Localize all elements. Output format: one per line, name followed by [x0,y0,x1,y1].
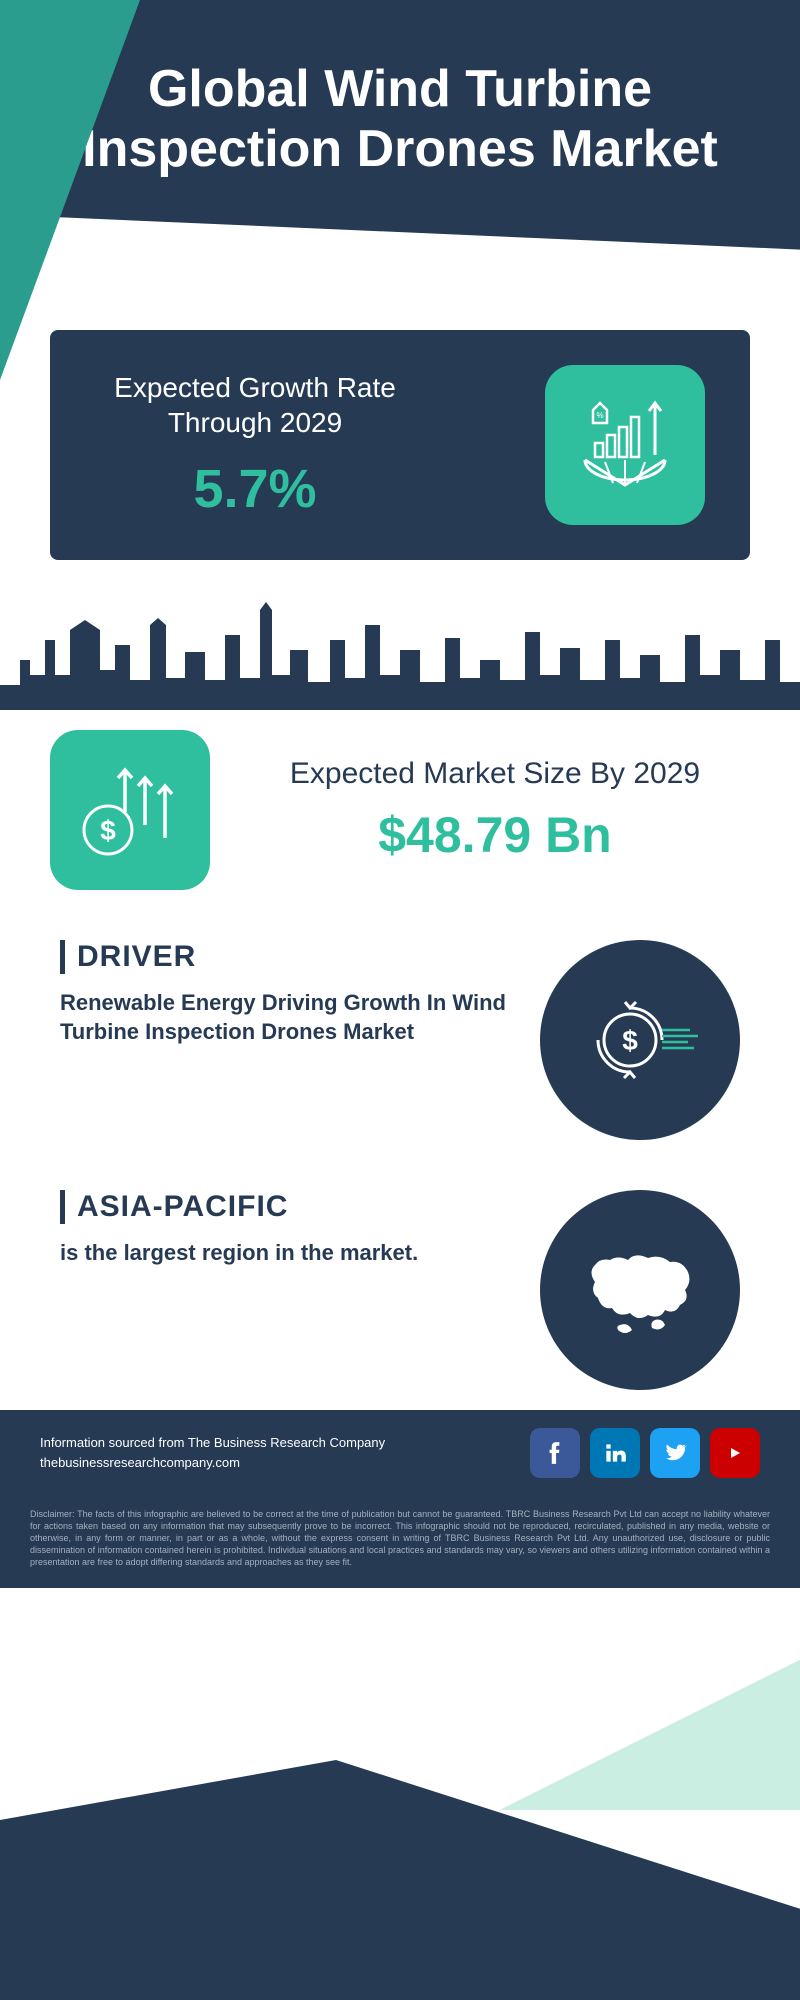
market-size-value: $48.79 Bn [240,806,750,864]
globe-chart-up-icon: % [545,365,705,525]
source-line-1: Information sourced from The Business Re… [40,1433,520,1453]
source-info: Information sourced from The Business Re… [40,1433,520,1472]
region-body: is the largest region in the market. [60,1238,510,1268]
page-title: Global Wind Turbine Inspection Drones Ma… [40,60,760,180]
driver-text: DRIVER Renewable Energy Driving Growth I… [60,940,510,1047]
region-text: ASIA-PACIFIC is the largest region in th… [60,1190,510,1268]
footer-bar: Information sourced from The Business Re… [0,1410,800,1498]
decorative-triangle-top-left [0,0,140,380]
driver-section: DRIVER Renewable Energy Driving Growth I… [0,910,800,1160]
region-section: ASIA-PACIFIC is the largest region in th… [0,1160,800,1410]
decorative-triangle-bottom [500,1660,800,1810]
region-heading: ASIA-PACIFIC [60,1190,510,1224]
svg-text:%: % [596,411,603,420]
skyline-silhouette [0,590,800,710]
svg-text:$: $ [100,815,116,846]
footer: Information sourced from The Business Re… [0,1410,800,1589]
linkedin-icon[interactable] [590,1428,640,1478]
market-size-card: $ Expected Market Size By 2029 $48.79 Bn [0,710,800,910]
growth-rate-text: Expected Growth Rate Through 2029 5.7% [95,370,545,520]
youtube-icon[interactable] [710,1428,760,1478]
dollar-cycle-icon: $ [540,940,740,1140]
driver-heading: DRIVER [60,940,510,974]
market-size-text: Expected Market Size By 2029 $48.79 Bn [240,755,750,865]
svg-text:$: $ [622,1025,638,1056]
growth-rate-value: 5.7% [95,458,415,520]
driver-body: Renewable Energy Driving Growth In Wind … [60,988,510,1047]
market-size-label: Expected Market Size By 2029 [240,755,750,793]
facebook-icon[interactable] [530,1428,580,1478]
dollar-arrows-up-icon: $ [50,730,210,890]
twitter-icon[interactable] [650,1428,700,1478]
disclaimer-text: Disclaimer: The facts of this infographi… [0,1498,800,1589]
source-line-2: thebusinessresearchcompany.com [40,1453,520,1473]
growth-rate-card: Expected Growth Rate Through 2029 5.7% % [50,330,750,560]
growth-rate-label: Expected Growth Rate Through 2029 [95,370,415,440]
asia-globe-icon [540,1190,740,1390]
